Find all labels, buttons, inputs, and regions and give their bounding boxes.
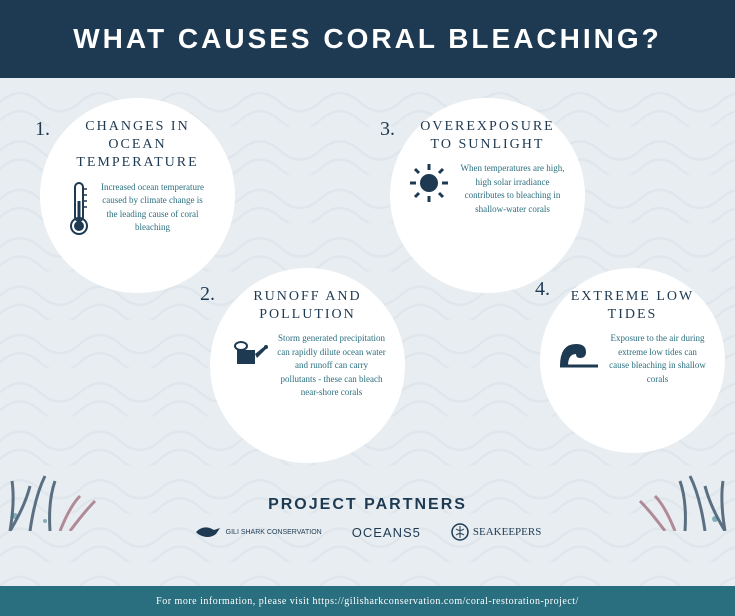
partner-logo-gili-shark: GILI SHARK CONSERVATION — [194, 522, 322, 542]
sun-icon — [408, 162, 450, 209]
cause-desc-4: Exposure to the air during extreme low t… — [608, 332, 707, 386]
cause-number-4: 4. — [535, 278, 550, 301]
partners-section: Project Partners GILI SHARK CONSERVATION… — [0, 496, 735, 586]
partner-name-2: OCEANS5 — [352, 525, 421, 540]
page-title: What Causes Coral Bleaching? — [73, 23, 662, 55]
cause-desc-2: Storm generated precipitation can rapidl… — [277, 332, 387, 400]
wave-icon — [558, 332, 600, 375]
partner-logo-seakeepers: SEAKEEPERS — [451, 523, 541, 541]
partners-title: Project Partners — [0, 496, 735, 514]
partner-logos: GILI SHARK CONSERVATION OCEANS5 SEAKEEPE… — [0, 522, 735, 542]
header: What Causes Coral Bleaching? — [0, 0, 735, 78]
cause-circle-1: CHANGES IN OCEAN TEMPERATURE Increased o… — [40, 98, 235, 293]
cause-desc-1: Increased ocean temperature caused by cl… — [98, 181, 208, 235]
partner-logo-oceans5: OCEANS5 — [352, 525, 421, 540]
footer-text: For more information, please visit https… — [156, 596, 579, 607]
cause-circle-3: OVEREXPOSURE TO SUNLIGHT When temperatur… — [390, 98, 585, 293]
cause-desc-3: When temperatures are high, high solar i… — [458, 162, 567, 216]
infographic-page: What Causes Coral Bleaching? 1. CHANGES … — [0, 0, 735, 616]
cause-title-4: EXTREME LOW TIDES — [558, 288, 707, 324]
footer: For more information, please visit https… — [0, 586, 735, 616]
cause-circle-2: RUNOFF AND POLLUTION Storm generated pre… — [210, 268, 405, 463]
watering-can-icon — [229, 332, 269, 377]
main-content: 1. CHANGES IN OCEAN TEMPERATURE Increase… — [0, 78, 735, 586]
cause-title-1: CHANGES IN OCEAN TEMPERATURE — [58, 118, 217, 173]
thermometer-icon — [68, 181, 90, 241]
partner-name-1: GILI SHARK CONSERVATION — [226, 529, 322, 536]
cause-number-1: 1. — [35, 118, 50, 141]
partner-name-3: SEAKEEPERS — [473, 526, 541, 538]
cause-number-3: 3. — [380, 118, 395, 141]
cause-title-3: OVEREXPOSURE TO SUNLIGHT — [408, 118, 567, 154]
cause-title-2: RUNOFF AND POLLUTION — [228, 288, 387, 324]
cause-circle-4: EXTREME LOW TIDES Exposure to the air du… — [540, 268, 725, 453]
cause-number-2: 2. — [200, 283, 215, 306]
